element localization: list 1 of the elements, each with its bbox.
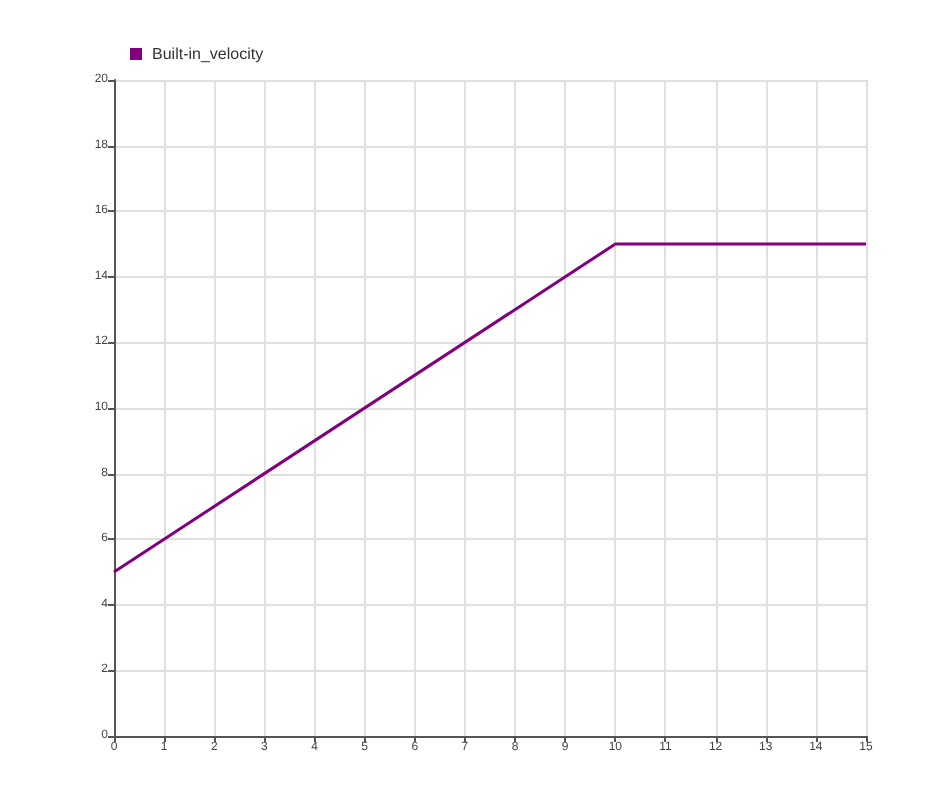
legend-label: Built-in_velocity (152, 45, 264, 63)
